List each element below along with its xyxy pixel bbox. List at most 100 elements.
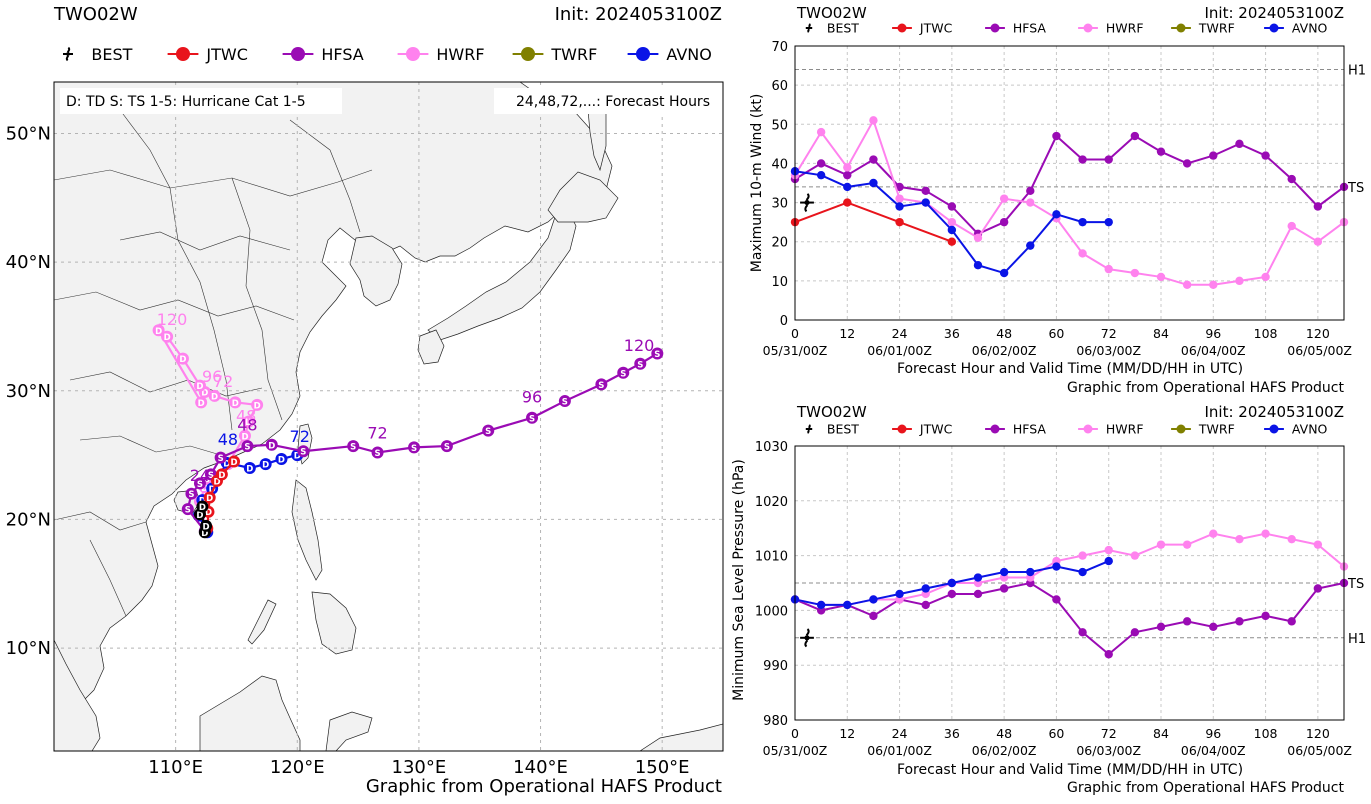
data-point-avno: [895, 589, 904, 599]
legend-best-icon: [805, 424, 813, 434]
track-point-hwrf: D: [238, 429, 251, 442]
lon-tick-label: 140°E: [513, 757, 568, 778]
legend-marker-avno: [636, 47, 650, 61]
lat-tick-label: 20°N: [6, 509, 51, 530]
map-area: DDDDDDDDDDDDDDDD487296120DDDDDDDDD4872DS…: [54, 82, 723, 751]
map-note-right-box: [494, 88, 716, 114]
track-point-hwrf: D: [161, 330, 174, 343]
track-point-marker: [181, 503, 194, 516]
legend-label-twrf: TWRF: [1198, 422, 1235, 437]
track-point-marker: [241, 440, 254, 453]
track-point-hwrf: D: [208, 389, 221, 402]
data-point-avno: [1078, 217, 1087, 227]
data-point-avno: [947, 578, 957, 588]
legend-item-avno: AVNO: [627, 45, 712, 64]
data-point-hwrf: [1313, 237, 1323, 246]
legend-marker-hwrf: [1083, 23, 1093, 33]
x-tick-label: 120: [1306, 726, 1330, 741]
track-point-intensity: D: [196, 511, 203, 521]
pres-storm-title: TWO02W: [796, 403, 867, 421]
data-point-avno: [973, 261, 983, 270]
track-point-marker: [634, 357, 647, 370]
track-point-intensity: D: [179, 355, 186, 365]
legend-label-jtwc: JTWC: [919, 21, 953, 36]
data-point-hwrf: [1261, 272, 1270, 282]
data-point-hfsa: [1182, 159, 1192, 168]
best-symbol-arm-bottom: [804, 204, 809, 213]
track-point-hwrf: D: [193, 379, 206, 392]
track-point-intensity: D: [206, 494, 213, 504]
legend-item-hwrf: HWRF: [1078, 21, 1144, 36]
luzon-island: [291, 479, 323, 581]
y-tick-label: 1000: [755, 604, 788, 619]
borneo-north: [199, 675, 301, 751]
data-point-hwrf: [843, 163, 852, 172]
track-point-marker: [152, 324, 165, 337]
track-point-intensity: S: [562, 398, 568, 408]
data-point-hwrf: [999, 194, 1009, 203]
track-point-hfsa: S: [347, 440, 360, 453]
data-point-avno: [947, 225, 957, 235]
y-tick-label: 1010: [755, 550, 788, 565]
track-point-intensity: D: [268, 441, 275, 451]
wind-chart-panel: TWO02W Init: 2024053100Z BEST JTWC HFSA HWR…: [749, 4, 1366, 396]
data-point-hfsa: [869, 611, 878, 621]
best-intensity-marker: [800, 193, 814, 213]
legend-item-best: BEST: [63, 45, 133, 64]
legend-label-best: BEST: [91, 45, 132, 64]
legend-label-avno: AVNO: [1292, 422, 1328, 437]
best-intensity-marker: [800, 628, 814, 648]
palawan-island: [247, 599, 277, 645]
legend-label-best: BEST: [827, 21, 859, 36]
japan-kyushu: [417, 329, 445, 365]
track-point-intensity: D: [294, 452, 301, 462]
track-point-intensity: D: [278, 455, 285, 465]
track-point-marker: [440, 440, 453, 453]
track-point-marker: [196, 500, 209, 513]
track-point-marker: [251, 398, 264, 411]
data-point-hfsa: [1182, 617, 1192, 626]
legend-marker-hfsa: [990, 23, 1000, 33]
data-point-avno: [999, 268, 1009, 278]
track-point-hfsa: S: [634, 357, 647, 370]
y-tick-label: 20: [771, 236, 788, 251]
date-tick-label: 06/04/00Z: [1181, 343, 1246, 358]
x-tick-label: 36: [944, 726, 960, 741]
track-point-intensity: D: [205, 508, 212, 518]
map-credit: Graphic from Operational HAFS Product: [366, 776, 722, 797]
data-point-hwrf: [1078, 551, 1087, 560]
track-map-panel: TWO02W Init: 2024053100Z BEST JTWC HFSA HWR…: [6, 4, 724, 797]
lon-tick-label: 130°E: [392, 757, 447, 778]
track-point-intensity: S: [529, 414, 535, 424]
land-masses: [54, 82, 723, 751]
plot-background: [795, 46, 1344, 320]
data-point-hfsa: [1235, 139, 1244, 149]
legend-marker-jtwc: [176, 47, 190, 61]
track-point-marker: [193, 477, 206, 490]
track-point-hwrf: D: [176, 352, 189, 365]
legend-item-best: BEST: [805, 21, 859, 36]
data-point-hfsa: [843, 170, 852, 180]
reference-line-label: H1: [1348, 632, 1366, 647]
malay-peninsula: [54, 639, 101, 751]
legend-item-hwrf: HWRF: [1078, 422, 1144, 437]
track-point-intensity: S: [485, 427, 491, 437]
data-point-hfsa: [1130, 131, 1140, 141]
legend-label-avno: AVNO: [666, 45, 711, 64]
track-point-intensity: S: [300, 448, 306, 458]
data-point-hfsa: [816, 159, 826, 168]
track-point-intensity: D: [203, 522, 210, 532]
data-point-hfsa: [999, 584, 1009, 593]
track-point-intensity: D: [218, 471, 225, 481]
data-point-hwrf: [1104, 545, 1113, 555]
data-point-hfsa: [1104, 155, 1113, 164]
lat-tick-label: 30°N: [6, 381, 51, 402]
data-point-hfsa: [1156, 622, 1166, 632]
track-hour-label: 72: [367, 423, 387, 442]
legend-item-twrf: TWRF: [1171, 21, 1235, 36]
data-point-avno: [921, 584, 930, 593]
legend-marker-avno: [1269, 23, 1279, 33]
x-tick-label: 24: [892, 326, 908, 341]
track-point-intensity: D: [254, 401, 261, 411]
